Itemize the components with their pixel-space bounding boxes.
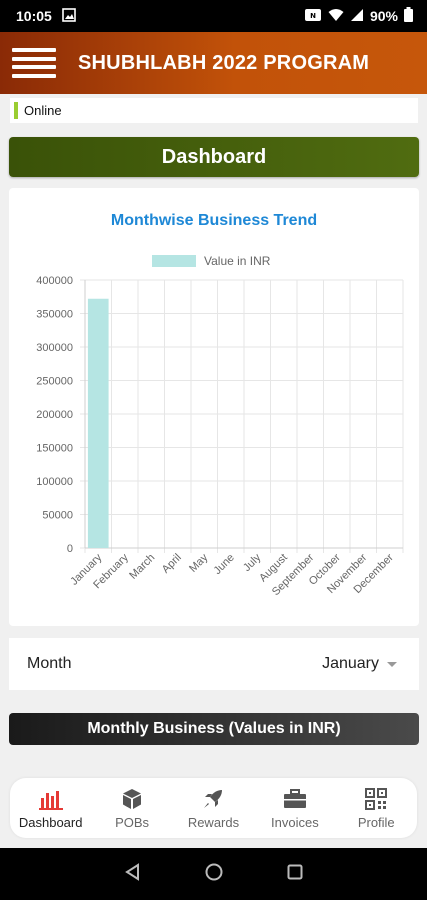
monthly-business-header: Monthly Business (Values in INR) — [9, 713, 419, 745]
bar-chart: 400000 350000 300000 250000 200000 150000 1000… — [36, 275, 404, 598]
y-tick-label: 50000 — [42, 510, 73, 522]
nav-profile[interactable]: Profile — [336, 787, 416, 830]
rocket-icon — [202, 787, 224, 811]
month-dropdown[interactable]: January — [322, 655, 397, 673]
dashboard-header: Dashboard — [9, 137, 419, 177]
x-tick-label: July — [241, 551, 264, 574]
back-icon[interactable] — [124, 862, 142, 886]
status-time: 10:05 — [16, 8, 52, 24]
battery-icon — [404, 7, 413, 25]
signal-icon — [350, 8, 364, 25]
legend-label: Value in INR — [204, 254, 271, 268]
y-tick-label: 300000 — [36, 342, 73, 354]
y-tick-label: 0 — [67, 543, 73, 555]
y-tick-label: 350000 — [36, 309, 73, 321]
nav-dashboard[interactable]: Dashboard — [11, 787, 91, 830]
hamburger-icon[interactable] — [12, 46, 56, 80]
y-tick-label: 400000 — [36, 275, 73, 287]
month-filter: Month January — [9, 638, 419, 690]
x-tick-label: March — [127, 552, 157, 582]
app-title: SHUBHLABH 2022 PROGRAM — [78, 51, 370, 74]
x-tick-label: May — [187, 551, 211, 575]
y-tick-label: 150000 — [36, 443, 73, 455]
app-bar: SHUBHLABH 2022 PROGRAM — [0, 32, 427, 94]
wifi-icon — [328, 8, 344, 25]
nfc-icon: N — [304, 8, 322, 25]
svg-text:N: N — [310, 12, 316, 20]
y-tick-label: 250000 — [36, 376, 73, 388]
bottom-nav: Dashboard POBs Rewards Invoices Profile — [10, 778, 417, 838]
online-label: Online — [24, 103, 62, 118]
image-notification-icon — [62, 7, 76, 25]
status-bar: 10:05 N 90% — [0, 0, 427, 32]
battery-percent: 90% — [369, 8, 398, 24]
online-status: Online — [10, 98, 418, 123]
month-selected-value: January — [322, 655, 379, 672]
nav-label: Profile — [357, 814, 395, 830]
home-icon[interactable] — [204, 862, 224, 887]
chart-title: Monthwise Business Trend — [110, 212, 318, 229]
nav-pobs[interactable]: POBs — [92, 787, 172, 830]
nav-label: POBs — [115, 814, 150, 830]
y-tick-label: 100000 — [36, 476, 73, 488]
cube-icon — [121, 787, 143, 811]
system-nav-bar — [0, 848, 427, 900]
nav-label: Rewards — [187, 814, 240, 830]
legend-swatch — [152, 255, 196, 267]
nav-invoices[interactable]: Invoices — [255, 787, 335, 830]
bar-january — [87, 298, 109, 548]
nav-label: Dashboard — [18, 814, 83, 830]
qr-code-icon — [365, 787, 388, 811]
chart-legend[interactable]: Value in INR — [152, 254, 270, 268]
recents-icon[interactable] — [286, 863, 304, 886]
chart-card: Monthwise Business Trend Value in INR 40… — [9, 188, 419, 626]
online-indicator — [14, 102, 18, 119]
briefcase-icon — [283, 787, 307, 811]
nav-label: Invoices — [271, 814, 319, 830]
caret-down-icon — [387, 661, 397, 667]
month-label: Month — [27, 655, 72, 672]
x-tick-label: June — [212, 552, 237, 577]
x-tick-label: April — [160, 552, 184, 576]
bar-chart-icon — [38, 787, 63, 811]
y-tick-label: 200000 — [36, 409, 73, 421]
nav-rewards[interactable]: Rewards — [173, 787, 253, 830]
